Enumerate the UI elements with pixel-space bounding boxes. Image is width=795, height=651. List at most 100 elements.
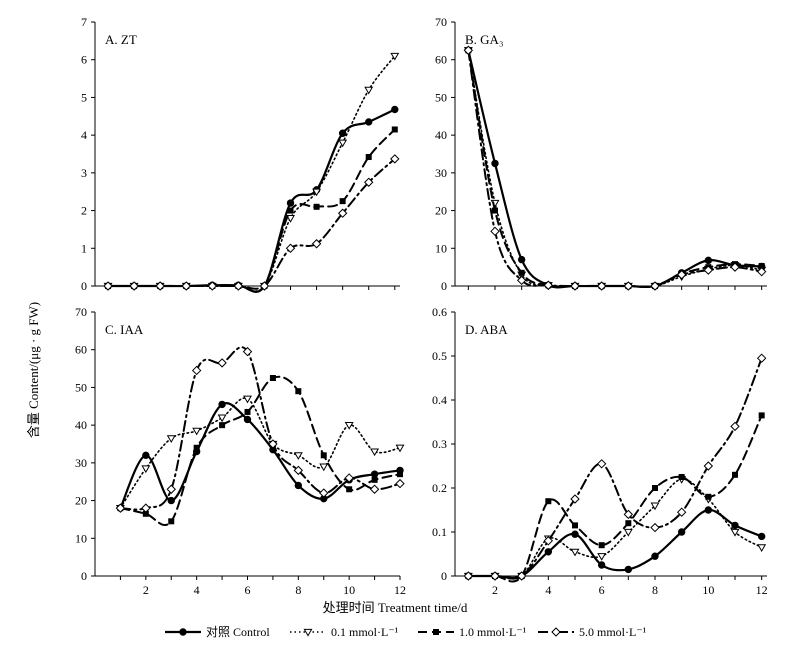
data-point (242, 346, 253, 357)
series-line (107, 128, 396, 293)
data-point (103, 281, 113, 291)
data-point (371, 476, 378, 483)
data-point (705, 493, 712, 500)
y-tick-label: 0.1 (432, 525, 447, 539)
y-tick-label: 50 (75, 380, 87, 394)
data-point (166, 484, 176, 494)
data-point (370, 448, 380, 457)
data-point (142, 451, 150, 460)
data-point (730, 421, 740, 432)
y-tick-label: 7 (81, 15, 87, 29)
data-point (463, 571, 474, 581)
legend-item: 0.1 mmol·L⁻¹ (290, 625, 399, 639)
data-point (217, 414, 227, 423)
chart-panel: 0 0.1 0.2 0.3 0.4 0.5 0.6 2 4 6 8 10 12 D. ABA (432, 305, 768, 597)
chart-panel: 0 1 2 3 4 5 6 7 A. ZT (81, 15, 400, 293)
data-point (219, 422, 226, 429)
data-point (703, 461, 714, 471)
data-point (758, 263, 765, 270)
data-point (287, 207, 294, 214)
x-tick-label: 4 (194, 583, 200, 597)
legend-item: 1.0 mmol·L⁻¹ (418, 625, 527, 639)
data-point (294, 481, 303, 490)
data-point (676, 269, 687, 280)
data-point (168, 518, 175, 525)
data-point (155, 281, 165, 291)
series-group (465, 412, 765, 583)
data-point (570, 281, 580, 291)
data-point (756, 353, 767, 363)
series-line (467, 508, 763, 579)
data-point (344, 422, 354, 430)
data-point (678, 474, 685, 480)
axis-line (94, 22, 400, 287)
legend-marker (303, 628, 313, 637)
y-tick-label: 60 (75, 343, 87, 357)
series-line (467, 49, 763, 288)
data-point (516, 571, 527, 581)
data-point (650, 502, 660, 511)
y-tick-label: 0.3 (432, 437, 447, 451)
data-point (193, 444, 200, 451)
data-point (756, 266, 767, 277)
y-tick-label: 70 (435, 15, 447, 29)
y-tick-label: 10 (435, 241, 447, 255)
data-point (192, 427, 202, 436)
y-tick-label: 60 (435, 53, 447, 67)
data-point (181, 281, 191, 291)
data-point (293, 452, 303, 460)
y-tick-label: 1 (81, 241, 87, 255)
panel-title: D. ABA (465, 322, 508, 337)
data-point (312, 188, 322, 197)
series-group (115, 395, 405, 513)
data-point (391, 105, 399, 114)
y-tick-label: 0 (81, 569, 87, 583)
data-point (517, 255, 526, 264)
data-point (395, 478, 405, 489)
data-point (313, 203, 320, 210)
data-point (293, 465, 304, 476)
x-tick-label: 4 (545, 583, 551, 597)
data-point (463, 45, 474, 55)
axis-line (454, 22, 767, 287)
y-tick-label: 30 (435, 166, 447, 180)
data-point (365, 154, 372, 161)
series-group (463, 45, 767, 291)
data-point (369, 484, 380, 494)
x-tick-label: 6 (599, 583, 605, 597)
legend-label: 1.0 mmol·L⁻¹ (459, 625, 527, 639)
data-point (339, 198, 346, 205)
data-point (596, 459, 607, 469)
data-point (346, 486, 353, 493)
data-point (370, 470, 379, 478)
data-point (390, 154, 400, 164)
data-point (268, 439, 278, 449)
y-tick-label: 3 (81, 166, 87, 180)
legend-label: 0.1 mmol·L⁻¹ (331, 625, 399, 639)
y-tick-label: 0.6 (432, 305, 447, 319)
data-point (391, 126, 398, 133)
data-point (395, 444, 405, 453)
data-point (543, 536, 554, 546)
data-point (285, 243, 296, 253)
data-point (490, 226, 500, 237)
data-point (623, 509, 634, 520)
legend-marker (433, 629, 439, 635)
data-point (364, 86, 374, 95)
data-point (598, 542, 605, 549)
series-line (467, 414, 763, 583)
series-line (467, 49, 763, 288)
data-point (570, 548, 580, 557)
data-point (597, 553, 607, 561)
data-point (244, 408, 251, 415)
x-tick-label: 2 (143, 583, 149, 597)
data-point (545, 498, 552, 505)
data-point (676, 507, 687, 517)
data-point (732, 471, 738, 478)
panel-title: A. ZT (105, 32, 137, 47)
y-tick-label: 30 (75, 456, 87, 470)
x-axis-label: 处理时间 Treatment time/d (323, 600, 468, 615)
chart-panel: 0 10 20 30 40 50 60 70 2 4 6 8 10 12 C. IAA (75, 305, 406, 597)
series-line (107, 55, 396, 292)
